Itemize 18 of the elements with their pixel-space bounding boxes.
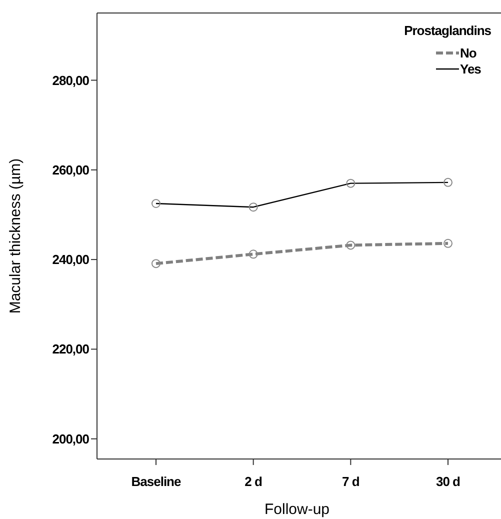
y-tick-label: 220,00 <box>52 342 90 357</box>
y-tick-label: 200,00 <box>52 431 90 446</box>
legend-label: Yes <box>460 62 482 77</box>
x-tick-label: 30 d <box>436 474 461 489</box>
x-tick-label: 7 d <box>342 474 360 489</box>
y-tick-label: 240,00 <box>52 252 90 268</box>
point <box>152 259 160 268</box>
x-tick-label: Baseline <box>131 474 181 489</box>
x-tick-label: 2 d <box>244 474 263 489</box>
y-tick-label: 260,00 <box>52 162 90 178</box>
y-tick-label: 280,00 <box>52 72 90 88</box>
point <box>444 238 452 248</box>
point <box>346 240 356 250</box>
y-axis-title: Macular thickness (µm) <box>7 158 24 314</box>
legend-label: No <box>460 46 477 61</box>
x-axis-title: Follow-up <box>264 501 330 518</box>
point <box>248 250 258 259</box>
legend-title: Prostaglandins <box>404 23 492 38</box>
